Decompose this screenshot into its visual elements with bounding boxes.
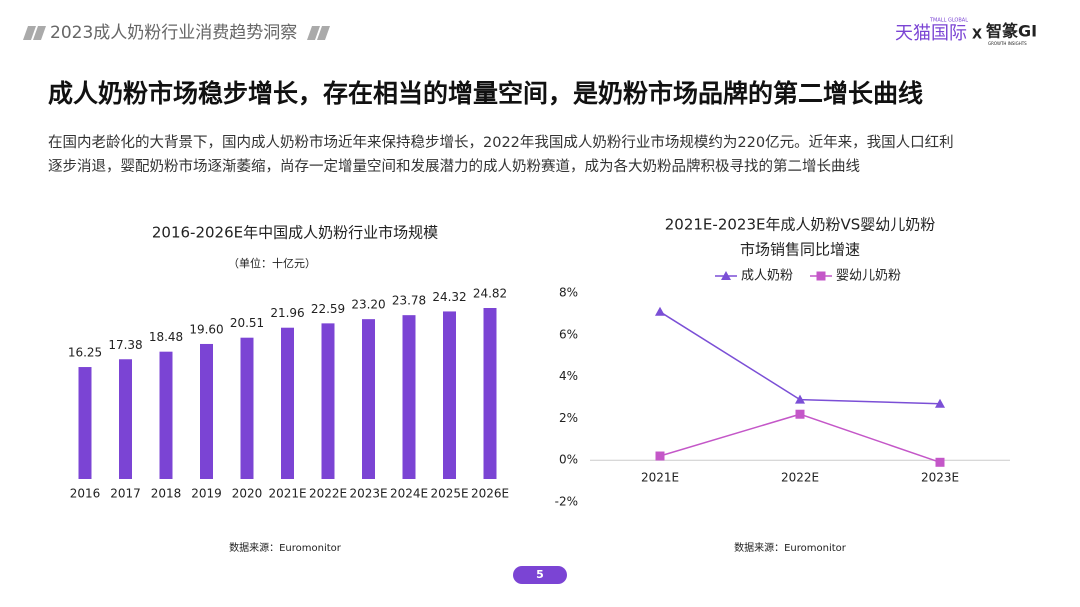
x-tick-label: 2025E [430,487,468,501]
deco [33,26,46,40]
y-tick-label: 8% [559,286,578,300]
y-tick-label: 2% [559,411,578,425]
value-label: 19.60 [189,322,223,336]
headline: 成人奶粉市场稳步增长，存在相当的增量空间，是奶粉市场品牌的第二增长曲线 [48,79,923,108]
header-title: 2023成人奶粉行业消费趋势洞察 [50,23,297,43]
marker [935,398,945,408]
y-tick-label: -2% [555,495,578,509]
deco [23,26,36,40]
marker [795,394,805,404]
legend-label: 成人奶粉 [741,269,793,284]
legend-label: 婴幼儿奶粉 [836,269,901,284]
marker [795,409,805,419]
chart-subtitle: （单位：十亿元） [228,256,316,270]
y-tick-label: 4% [559,369,578,383]
value-label: 20.51 [230,316,264,330]
value-label: 16.25 [68,346,102,360]
deco [307,26,320,40]
series-line [659,413,941,463]
value-label: 24.32 [432,290,466,304]
x-tick-label: 2017 [110,487,141,501]
x-tick-label: 2021E [641,471,679,485]
value-label: 24.82 [473,287,507,301]
bar [200,343,213,479]
value-label: 23.20 [351,298,385,312]
bar [281,327,294,479]
y-tick-label: 0% [559,453,578,467]
source: 数据来源：Euromonitor [734,541,847,554]
value-label: 22.59 [311,302,345,316]
bar [362,319,375,479]
bar [159,351,173,479]
x-tick-label: 2024E [390,487,428,501]
chart-title: 2021E-2023E年成人奶粉VS婴幼儿奶粉 [665,216,936,234]
body-line: 在国内老龄化的大背景下，国内成人奶粉市场近年来保持稳步增长，2022年我国成人奶… [48,134,954,151]
x-tick-label: 2023E [921,471,959,485]
x-tick-label: 2022E [309,487,347,501]
logo-partner-sub: GROWTH INSIGHTS [988,41,1027,46]
marker [816,271,826,281]
bar [483,308,497,479]
marker [721,271,731,280]
bar [240,337,254,479]
logo-brand: 天猫国际 [895,23,967,44]
value-label: 18.48 [149,330,183,344]
x-tick-label: 2022E [781,471,819,485]
chart-subtitle: 市场销售同比增速 [740,241,860,259]
source: 数据来源：Euromonitor [229,541,342,554]
value-label: 17.38 [108,338,142,352]
value-label: 23.78 [392,294,426,308]
bar [443,311,456,479]
marker [655,306,665,316]
x-tick-label: 2023E [349,487,387,501]
page-pill [513,566,567,584]
value-label: 21.96 [270,306,304,320]
page-number: 5 [536,568,544,581]
bar [119,359,132,479]
logo-small: TMALL GLOBAL [929,18,968,24]
marker [935,457,945,467]
x-tick-label: 2026E [471,487,509,501]
deco [317,26,330,40]
x-tick-label: 2020 [232,487,263,501]
logo-x: X [972,28,982,43]
logo-partner: 智篆GI [986,22,1037,41]
x-tick-label: 2016 [70,487,101,501]
x-tick-label: 2018 [151,487,182,501]
x-tick-label: 2019 [191,487,222,501]
series-line [659,311,941,405]
marker [655,451,665,461]
body-line: 逐步消退，婴配奶粉市场逐渐萎缩，尚存一定增量空间和发展潜力的成人奶粉赛道，成为各… [48,157,860,175]
bar [78,367,92,479]
x-tick-label: 2021E [268,487,306,501]
bar [321,323,335,479]
y-tick-label: 6% [559,327,578,341]
chart-title: 2016-2026E年中国成人奶粉行业市场规模 [152,224,438,242]
bar [402,315,416,479]
